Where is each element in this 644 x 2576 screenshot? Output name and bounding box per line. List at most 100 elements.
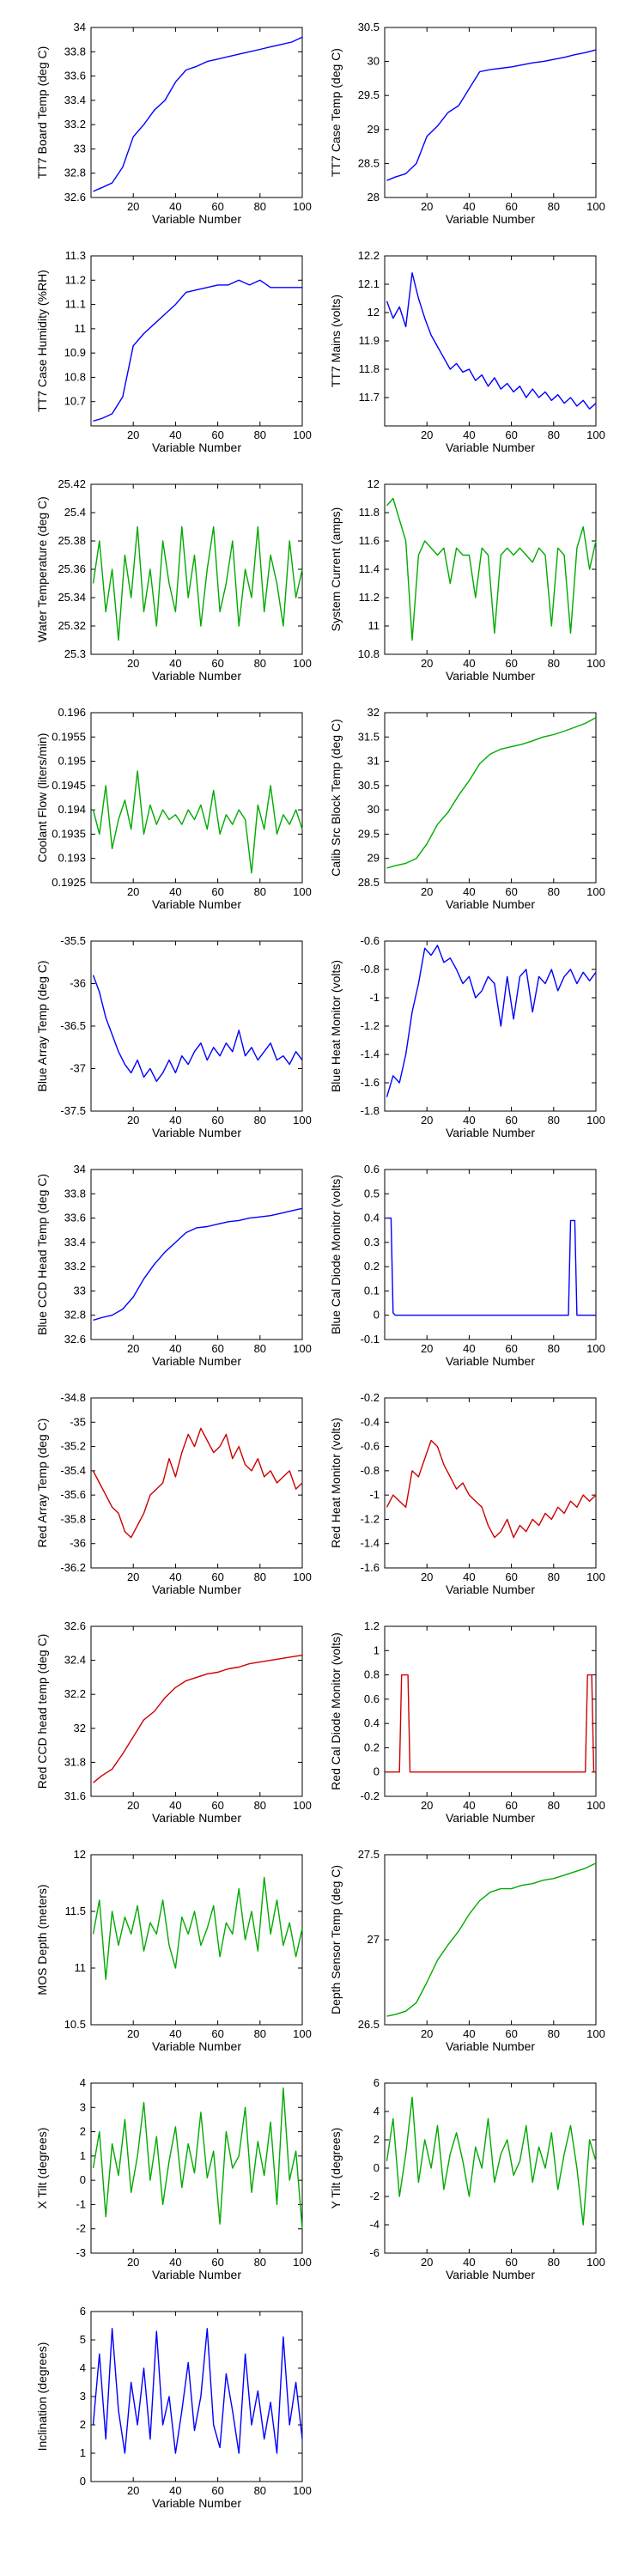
y-tick-label: 0.193: [58, 852, 86, 865]
plot-frame: [384, 940, 597, 1112]
chart-panel-10: -1.8 -1.6 -1.4 -1.2 -1 -0.8 -0.6 20 40 60 80 100 Var…: [329, 934, 605, 1139]
plot-frame: [90, 2311, 303, 2482]
y-tick-label: 0.5: [364, 1187, 380, 1200]
y-tick-label: 3: [80, 2100, 86, 2113]
x-tick-label: 20: [421, 657, 433, 670]
x-axis-label: Variable Number: [152, 2268, 241, 2281]
series-line: [386, 49, 597, 181]
x-tick-label: 40: [463, 1571, 475, 1583]
y-tick-label: 33.8: [64, 45, 86, 58]
x-tick-label: 60: [211, 2484, 223, 2497]
y-tick-label: 25.42: [58, 477, 86, 490]
x-tick-label: 60: [211, 1799, 223, 1812]
series-line: [386, 1862, 597, 2017]
x-tick-label: 40: [463, 2027, 475, 2040]
y-tick-label: 11.8: [359, 362, 380, 375]
chart-panel-3: 10.7 10.8 10.9 11 11.1 11.2 11.3 20 40 60 80 100 Var…: [35, 249, 312, 454]
series-line: [92, 1427, 303, 1539]
chart-panel-11: 32.6 32.8 33 33.2 33.4 33.6 33.8 34 20 40 60 80 100 V…: [35, 1163, 312, 1368]
y-axis-label: MOS Depth (meters): [35, 1884, 49, 1995]
y-tick-label: 11: [75, 322, 87, 335]
plot-frame: [384, 483, 597, 655]
chart-panel-19: -3 -2 -1 0 1 2 3 4 20 40 60 80 100 Variable Number X T…: [35, 2076, 312, 2281]
y-axis-label: TT7 Board Temp (deg C): [35, 46, 49, 179]
y-tick-label: 10.8: [358, 647, 380, 660]
x-tick-label: 40: [169, 2027, 181, 2040]
y-tick-label: 0.1935: [52, 827, 86, 840]
x-tick-label: 60: [505, 657, 517, 670]
y-axis-label: Red Array Temp (deg C): [35, 1419, 49, 1548]
y-tick-label: -1.6: [361, 1076, 380, 1089]
x-tick-label: 20: [127, 885, 139, 898]
x-tick-label: 40: [169, 200, 181, 213]
y-tick-label: 33.4: [64, 94, 86, 106]
x-tick-label: 100: [293, 2256, 312, 2269]
x-tick-label: 100: [586, 1114, 605, 1127]
x-tick-label: 100: [293, 1114, 312, 1127]
y-axis-label: TT7 Case Humidity (%RH): [35, 270, 49, 412]
y-tick-label: 10.5: [64, 2018, 86, 2031]
x-tick-label: 40: [463, 885, 475, 898]
plot-frame: [384, 1169, 597, 1340]
y-tick-label: 0.196: [58, 706, 86, 719]
y-tick-label: 11.1: [65, 298, 86, 311]
x-tick-label: 80: [254, 2027, 266, 2040]
y-tick-label: 29: [368, 852, 380, 865]
y-tick-label: 0.4: [364, 1716, 380, 1729]
y-tick-label: 25.38: [58, 534, 86, 547]
y-tick-label: -0.8: [361, 963, 380, 975]
y-tick-label: 5: [80, 2333, 86, 2346]
x-axis-label: Variable Number: [152, 440, 241, 454]
x-axis-label: Variable Number: [446, 1126, 535, 1139]
chart-panel-6: 10.8 11 11.2 11.4 11.6 11.8 12 20 40 60 80 100 Varia…: [329, 477, 605, 683]
series-line: [386, 2096, 597, 2226]
x-tick-label: 20: [127, 2484, 139, 2497]
x-tick-label: 80: [548, 2256, 560, 2269]
plot-frame: [90, 27, 303, 198]
x-tick-label: 20: [127, 2256, 139, 2269]
plot-frame: [90, 255, 303, 427]
plot-frame: [90, 2082, 303, 2254]
y-axis-label: Blue Heat Monitor (volts): [329, 960, 343, 1092]
y-tick-label: -35.6: [60, 1488, 86, 1501]
y-tick-label: 0.1925: [52, 876, 86, 889]
series-line: [386, 1217, 596, 1316]
y-tick-label: 11: [75, 1961, 87, 1974]
y-tick-label: -1.2: [361, 1512, 380, 1525]
x-tick-label: 100: [586, 1571, 605, 1583]
y-tick-label: 0: [374, 1765, 380, 1778]
x-tick-label: 20: [421, 1114, 433, 1127]
y-tick-label: 28.5: [358, 876, 380, 889]
plot-frame: [90, 1397, 303, 1569]
y-tick-label: 32.6: [64, 191, 86, 204]
y-tick-label: 12: [74, 1848, 86, 1861]
chart-panel-7: 0.1925 0.193 0.1935 0.194 0.1945 0.195 0.1955 0…: [35, 706, 312, 911]
x-axis-label: Variable Number: [446, 1583, 535, 1596]
y-tick-label: 1.2: [364, 1619, 380, 1632]
y-tick-label: 30.5: [358, 21, 380, 33]
y-tick-label: 32: [368, 706, 380, 719]
chart-panel-9: -37.5 -37 -36.5 -36 -35.5 20 40 60 80 100 Variable…: [35, 934, 312, 1139]
x-tick-label: 80: [254, 428, 266, 441]
plot-frame: [384, 2082, 597, 2254]
y-tick-label: 31.8: [64, 1755, 86, 1768]
y-tick-label: -1: [369, 1488, 380, 1501]
x-tick-label: 80: [548, 1114, 560, 1127]
plot-frame: [90, 483, 303, 655]
series-line: [386, 1674, 596, 1773]
y-tick-label: 0: [374, 2161, 380, 2174]
series-line: [93, 279, 302, 422]
y-axis-label: TT7 Mains (volts): [329, 295, 343, 387]
y-tick-label: -6: [369, 2246, 380, 2259]
chart-panel-4: 11.7 11.8 11.9 12 12.1 12.2 20 40 60 80 100 Variabl…: [329, 249, 605, 454]
y-axis-label: Blue CCD Head Temp (deg C): [35, 1174, 49, 1335]
x-tick-label: 60: [505, 1799, 517, 1812]
y-tick-label: 11.9: [359, 334, 380, 347]
y-tick-label: -1: [369, 991, 380, 1004]
chart-panel-12: -0.1 0 0.1 0.2 0.3 0.4 0.5 0.6 20 40 60 80 100 Variab…: [329, 1163, 605, 1368]
x-tick-label: 100: [293, 2027, 312, 2040]
x-tick-label: 20: [127, 1114, 139, 1127]
y-tick-label: 29.5: [358, 88, 380, 101]
x-tick-label: 100: [293, 200, 312, 213]
